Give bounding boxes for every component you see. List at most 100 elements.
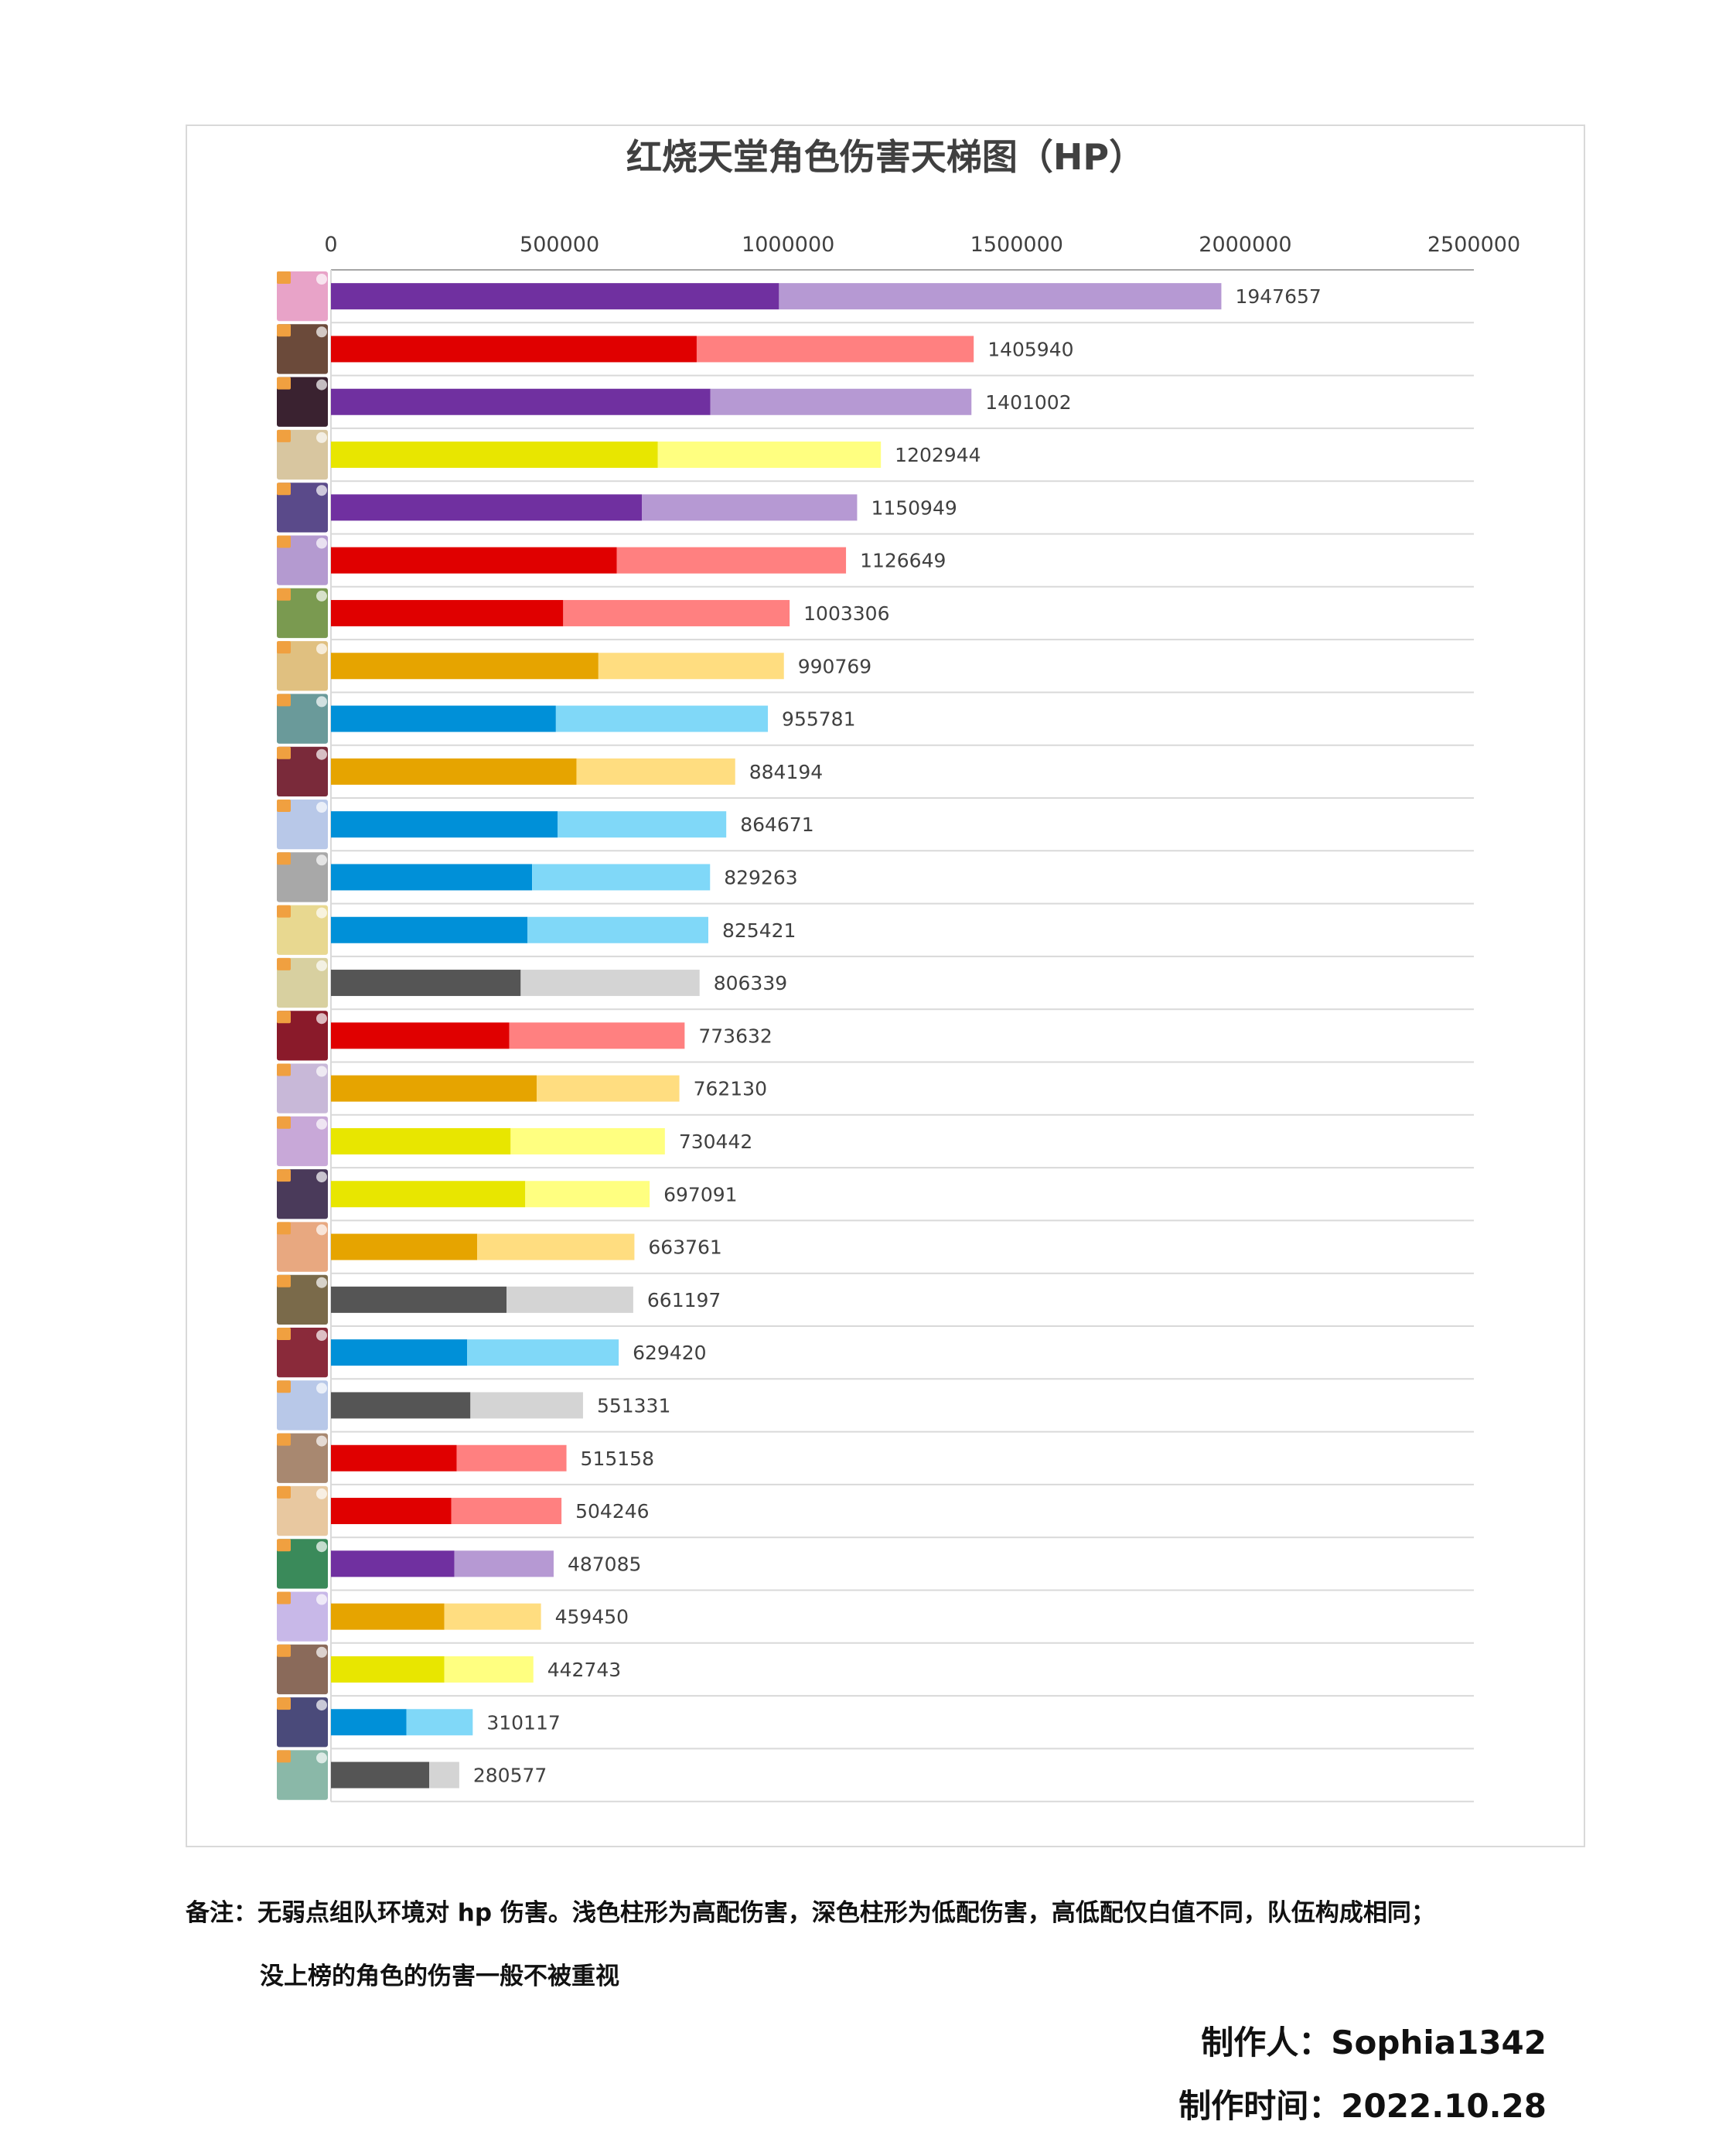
value-label: 1003306 [803,602,889,625]
bar-low-config [331,1022,510,1049]
character-portrait [277,1222,328,1272]
bars [331,283,1222,1789]
bar-low-config [331,758,577,785]
bar-low-config [331,1127,511,1154]
rarity-badge-icon [277,377,291,390]
bar-low-config [331,705,556,732]
bar-low-config [331,1233,478,1260]
bar-high-config [616,547,847,574]
bar-high-config [532,864,711,891]
value-label: 884194 [749,761,823,783]
bar-high-config [444,1656,534,1683]
character-portrait [277,1063,328,1113]
character-portrait [277,483,328,533]
element-icon [316,1488,327,1499]
rarity-badge-icon [277,535,291,548]
bar-low-config [331,494,643,521]
value-label: 310117 [486,1711,560,1734]
value-label: 661197 [647,1289,721,1311]
rarity-badge-icon [277,1485,291,1499]
rarity-badge-icon [277,800,291,812]
character-portrait [277,1697,328,1748]
character-portrait [277,694,328,744]
bar-low-config [331,1498,452,1525]
bar-high-config [576,758,735,785]
bar-low-config [331,442,658,469]
bar-low-config [331,599,564,626]
bar-high-config [696,336,974,363]
character-portrait [277,1011,328,1061]
bar-low-config [331,283,779,310]
value-label: 990769 [798,655,871,677]
element-icon [316,1435,327,1447]
element-icon [316,1224,327,1236]
value-label: 504246 [575,1500,649,1523]
rarity-badge-icon [277,852,291,865]
value-label: 697091 [663,1183,737,1205]
element-icon [316,1752,327,1764]
element-icon [316,1330,327,1341]
ladder-bar-chart: 红烧天堂角色伤害天梯图（HP） 0 500000 1000000 1500000 200… [277,136,1520,1802]
rarity-badge-icon [277,1591,291,1604]
value-label: 1126649 [860,550,946,572]
bar-low-config [331,1392,471,1419]
rarity-badge-icon [277,1169,291,1182]
bar-low-config [331,1550,455,1577]
character-portrait [277,1116,328,1167]
value-label: 762130 [694,1078,767,1100]
bar-low-config [331,1603,445,1630]
rarity-badge-icon [277,1433,291,1446]
element-icon [316,590,327,602]
bar-high-config [520,970,700,997]
character-portrait [277,1433,328,1483]
element-icon [316,431,327,443]
bar-low-config [331,864,533,891]
bar-low-config [331,336,697,363]
bar-high-config [454,1550,554,1577]
element-icon [316,643,327,655]
bar-low-config [331,1181,526,1208]
rarity-badge-icon [277,694,291,707]
rarity-badge-icon [277,1380,291,1393]
bar-high-config [470,1392,583,1419]
chart-title: 红烧天堂角色伤害天梯图（HP） [626,136,1144,178]
bar-high-config [558,811,727,838]
bar-high-config [510,1127,665,1154]
bar-low-config [331,1656,445,1683]
value-label: 864671 [740,813,813,836]
element-icon [316,1171,327,1183]
character-portrait [277,1274,328,1325]
portrait-column [277,271,328,1800]
value-label: 1202944 [895,444,981,466]
author-credit: 制作人：Sophia1342 [1201,2024,1547,2061]
element-icon [316,1541,327,1553]
character-portrait [277,746,328,796]
character-portrait [277,588,328,639]
bar-high-config [506,1286,633,1313]
bar-high-config [525,1181,650,1208]
character-portrait [277,1591,328,1642]
value-label: 1150949 [871,496,957,519]
rarity-badge-icon [277,1697,291,1710]
character-portrait [277,1169,328,1219]
value-label: 773632 [698,1025,772,1047]
bar-low-config [331,653,599,680]
rarity-badge-icon [277,1011,291,1024]
rarity-badge-icon [277,641,291,654]
bar-high-config [456,1444,567,1471]
value-label: 442743 [547,1659,621,1681]
chart-frame: 红烧天堂角色伤害天梯图（HP） 0 500000 1000000 1500000 200… [186,124,1585,1847]
character-portrait [277,905,328,955]
rarity-badge-icon [277,1750,291,1763]
value-label: 1405940 [987,338,1073,360]
bar-low-config [331,1339,468,1366]
element-icon [316,485,327,496]
element-icon [316,326,327,338]
bar-high-config [598,653,784,680]
rarity-badge-icon [277,1222,291,1235]
value-label: 487085 [568,1553,641,1575]
character-portrait [277,641,328,691]
element-icon [316,696,327,708]
value-label: 1947657 [1235,285,1321,308]
bar-high-config [527,916,708,943]
